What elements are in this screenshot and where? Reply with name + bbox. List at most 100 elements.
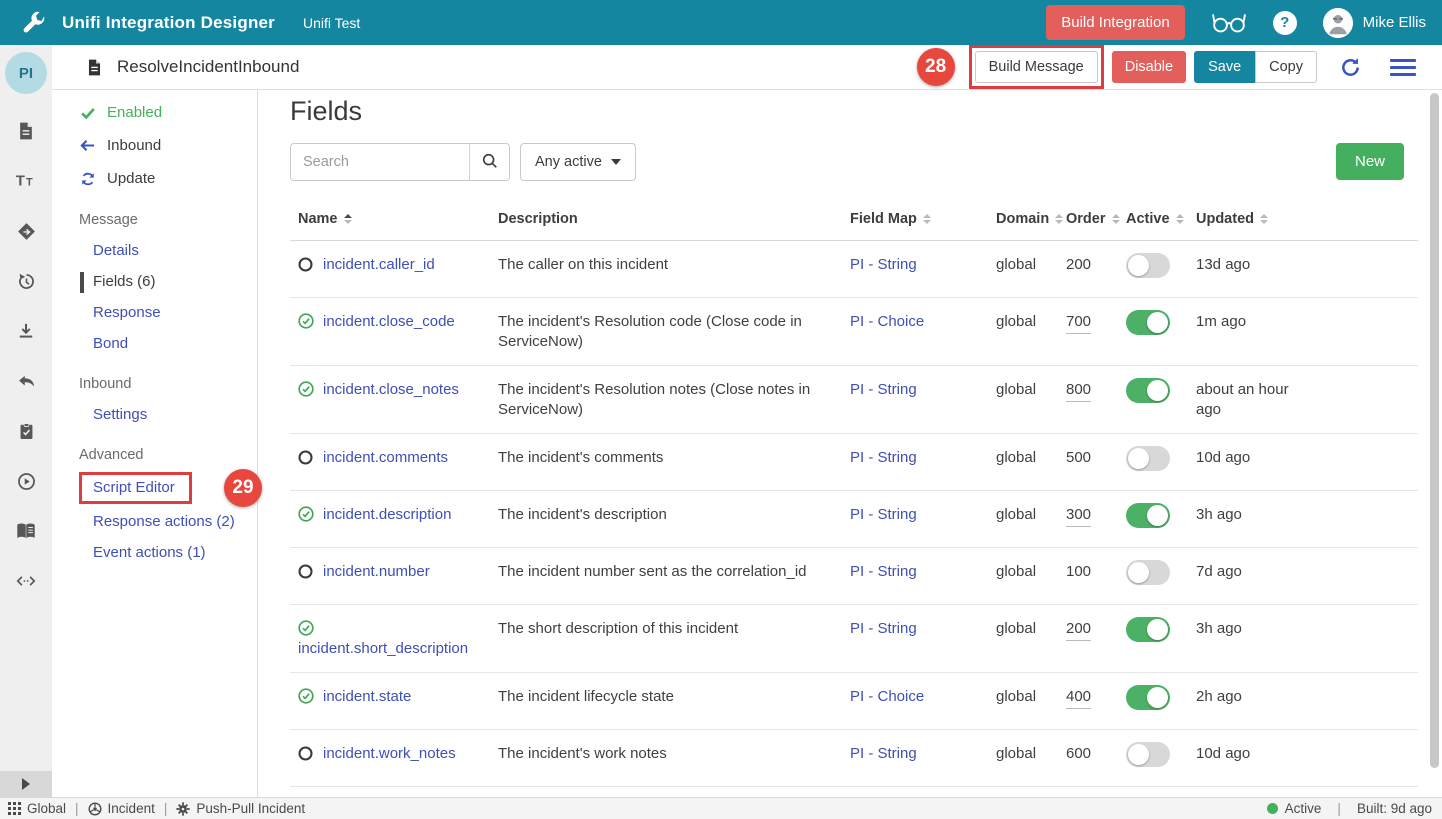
book-icon[interactable] bbox=[15, 520, 37, 542]
field-order[interactable]: 200 bbox=[1066, 619, 1092, 641]
active-toggle[interactable] bbox=[1126, 560, 1170, 585]
document-icon[interactable] bbox=[15, 120, 37, 142]
field-map-link[interactable]: PI - String bbox=[850, 745, 917, 762]
active-check-icon bbox=[298, 506, 314, 522]
user-name[interactable]: Mike Ellis bbox=[1362, 14, 1426, 31]
field-map-link[interactable]: PI - String bbox=[850, 381, 917, 398]
user-avatar[interactable] bbox=[1322, 7, 1353, 38]
sidebar-item-inbound[interactable]: Inbound bbox=[52, 129, 257, 162]
active-toggle[interactable] bbox=[1126, 503, 1170, 528]
sidebar-link-script-editor[interactable]: Script Editor bbox=[93, 479, 175, 496]
sidebar-link-event-actions-1[interactable]: Event actions (1) bbox=[93, 544, 206, 561]
expand-sidebar-button[interactable] bbox=[0, 771, 52, 797]
field-order[interactable]: 700 bbox=[1066, 312, 1092, 334]
play-circle-icon[interactable] bbox=[15, 470, 37, 492]
sync-icon bbox=[79, 171, 96, 187]
field-map-link[interactable]: PI - String bbox=[850, 563, 917, 580]
disable-button[interactable]: Disable bbox=[1111, 51, 1187, 83]
field-name-link[interactable]: incident.state bbox=[323, 688, 412, 705]
statusbar-item-push-pull-incident[interactable]: Push-Pull Incident bbox=[176, 801, 305, 816]
field-order[interactable]: 400 bbox=[1066, 687, 1092, 709]
download-icon[interactable] bbox=[15, 320, 37, 342]
sort-icon bbox=[1175, 214, 1184, 224]
field-name-link[interactable]: incident.close_notes bbox=[323, 381, 459, 398]
column-header-updated[interactable]: Updated bbox=[1196, 211, 1418, 227]
active-toggle[interactable] bbox=[1126, 310, 1170, 335]
inactive-circle-icon bbox=[298, 746, 314, 762]
column-header-order[interactable]: Order bbox=[1066, 211, 1126, 227]
active-toggle[interactable] bbox=[1126, 617, 1170, 642]
new-field-button[interactable]: New bbox=[1335, 143, 1404, 180]
save-button[interactable]: Save bbox=[1194, 51, 1256, 83]
annotation-badge-28: 28 bbox=[916, 48, 955, 86]
field-order[interactable]: 300 bbox=[1066, 505, 1092, 527]
search-input[interactable] bbox=[291, 144, 469, 180]
sidebar-link-bond[interactable]: Bond bbox=[93, 335, 129, 352]
field-order[interactable]: 800 bbox=[1066, 380, 1092, 402]
active-filter-dropdown[interactable]: Any active bbox=[520, 143, 636, 181]
field-name-link[interactable]: incident.description bbox=[323, 506, 452, 523]
column-header-domain[interactable]: Domain bbox=[996, 211, 1066, 227]
menu-icon[interactable] bbox=[1390, 58, 1416, 76]
build-integration-button[interactable]: Build Integration bbox=[1046, 5, 1185, 40]
vertical-scrollbar[interactable] bbox=[1430, 90, 1440, 796]
sidebar-link-fields-6[interactable]: Fields (6) bbox=[52, 266, 257, 297]
active-toggle[interactable] bbox=[1126, 378, 1170, 403]
sidebar-link-response-actions-2[interactable]: Response actions (2) bbox=[93, 513, 235, 530]
field-name-link[interactable]: incident.close_code bbox=[323, 313, 455, 330]
column-label: Domain bbox=[996, 211, 1050, 227]
field-domain: global bbox=[996, 381, 1037, 398]
sidebar-link-details[interactable]: Details bbox=[93, 242, 139, 259]
statusbar-item-global[interactable]: Global bbox=[8, 801, 66, 816]
code-icon[interactable] bbox=[15, 570, 37, 592]
red-highlight-border: Script Editor bbox=[79, 472, 192, 504]
column-header-name[interactable]: Name bbox=[298, 211, 498, 227]
environment-name[interactable]: Unifi Test bbox=[303, 14, 361, 31]
field-map-link[interactable]: PI - String bbox=[850, 449, 917, 466]
integration-avatar[interactable]: PI bbox=[5, 52, 47, 94]
task-check-icon[interactable] bbox=[15, 420, 37, 442]
field-map-link[interactable]: PI - String bbox=[850, 620, 917, 637]
field-name-link[interactable]: incident.comments bbox=[323, 449, 449, 466]
field-name-link[interactable]: incident.short_description bbox=[298, 640, 469, 657]
build-message-button[interactable]: Build Message bbox=[974, 51, 1098, 83]
active-toggle[interactable] bbox=[1126, 253, 1170, 278]
field-name-link[interactable]: incident.caller_id bbox=[323, 256, 435, 273]
reply-icon[interactable] bbox=[15, 370, 37, 392]
field-name-link[interactable]: incident.work_notes bbox=[323, 745, 456, 762]
column-header-field-map[interactable]: Field Map bbox=[850, 211, 996, 227]
field-description: The incident's description bbox=[498, 506, 667, 523]
field-domain: global bbox=[996, 506, 1037, 523]
preview-glasses-icon[interactable] bbox=[1211, 11, 1247, 35]
active-toggle[interactable] bbox=[1126, 685, 1170, 710]
wrench-logo-icon bbox=[18, 8, 48, 38]
sort-icon bbox=[922, 214, 931, 224]
search-button[interactable] bbox=[469, 144, 509, 180]
sidebar-item-enabled[interactable]: Enabled bbox=[52, 96, 257, 129]
field-name-link[interactable]: incident.number bbox=[323, 563, 430, 580]
refresh-icon[interactable] bbox=[1339, 56, 1362, 79]
history-icon[interactable] bbox=[15, 270, 37, 292]
top-navbar: Unifi Integration Designer Unifi Test Bu… bbox=[0, 0, 1442, 45]
sidebar-link-response[interactable]: Response bbox=[93, 304, 161, 321]
active-toggle[interactable] bbox=[1126, 742, 1170, 767]
statusbar-item-incident[interactable]: Incident bbox=[88, 801, 155, 816]
field-map-link[interactable]: PI - String bbox=[850, 506, 917, 523]
active-toggle[interactable] bbox=[1126, 446, 1170, 471]
copy-button[interactable]: Copy bbox=[1255, 51, 1317, 83]
field-map-link[interactable]: PI - String bbox=[850, 256, 917, 273]
field-updated: 1m ago bbox=[1196, 313, 1247, 330]
help-icon[interactable]: ? bbox=[1272, 10, 1297, 35]
field-map-link[interactable]: PI - Choice bbox=[850, 688, 925, 705]
statusbar-item-label: Push-Pull Incident bbox=[196, 801, 306, 816]
directions-icon[interactable] bbox=[15, 220, 37, 242]
scrollbar-thumb[interactable] bbox=[1430, 93, 1439, 768]
column-header-active[interactable]: Active bbox=[1126, 211, 1196, 227]
field-map-link[interactable]: PI - Choice bbox=[850, 313, 925, 330]
sidebar-link-settings[interactable]: Settings bbox=[93, 406, 148, 423]
sidebar-item-update[interactable]: Update bbox=[52, 162, 257, 195]
field-description: The caller on this incident bbox=[498, 256, 669, 273]
inactive-circle-icon bbox=[298, 257, 314, 273]
